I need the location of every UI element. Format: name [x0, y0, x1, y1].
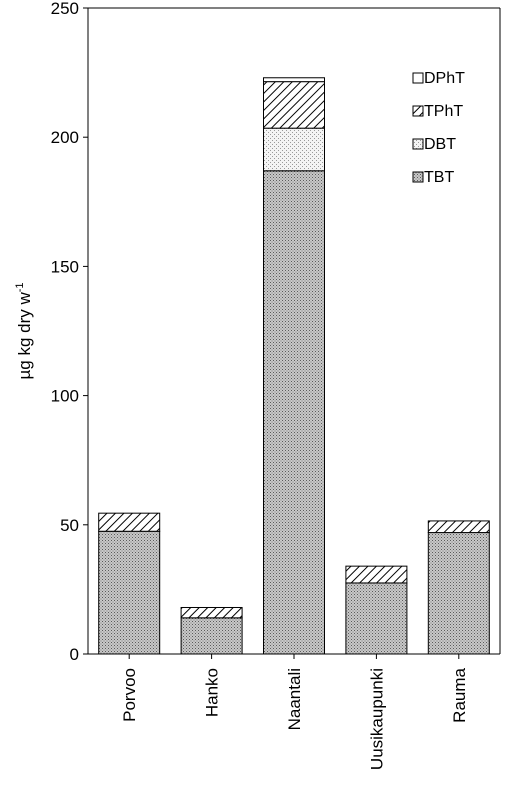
bar-segment-tbt-uusikaupunki	[345, 582, 408, 655]
bar-segment-tpht-rauma	[427, 520, 490, 534]
bar-segment-dbt-naantali	[263, 127, 325, 172]
y-tick-label: 100	[51, 387, 79, 406]
plot-area: 0 50 100 150 200 250 Porvoo Hanko Naantali Uusik…	[51, 0, 501, 770]
y-axis-label: µg kg dry w-1	[14, 282, 34, 379]
category-label-porvoo: Porvoo	[120, 668, 139, 722]
legend-label-tpht: TPhT	[424, 103, 463, 120]
y-tick-label: 0	[70, 645, 79, 664]
legend-swatch-tpht	[412, 105, 424, 117]
y-tick-label: 200	[51, 128, 79, 147]
bar-segment-tbt-porvoo	[98, 530, 161, 655]
bar-segment-tbt-rauma	[427, 532, 490, 655]
bar-segment-tpht-porvoo	[98, 512, 161, 532]
legend-label-dpht: DPhT	[424, 70, 465, 87]
category-label-rauma: Rauma	[450, 667, 469, 722]
y-axis-label-superscript: -1	[14, 282, 26, 292]
legend-label-tbt: TBT	[424, 169, 454, 186]
bar-segment-tpht-uusikaupunki	[345, 565, 408, 584]
bars	[98, 77, 490, 655]
category-label-hanko: Hanko	[203, 668, 222, 717]
bar-segment-dpht-naantali	[263, 77, 325, 83]
y-ticks: 0 50 100 150 200 250	[51, 0, 88, 664]
y-tick-label: 150	[51, 257, 79, 276]
category-label-uusikaupunki: Uusikaupunki	[367, 668, 386, 770]
bar-segment-tbt-hanko	[180, 617, 243, 655]
bar-segment-tbt-naantali	[263, 170, 325, 655]
y-tick-label: 50	[60, 516, 79, 535]
x-labels: Porvoo Hanko Naantali Uusikaupunki Rauma	[120, 654, 469, 770]
legend-label-dbt: DBT	[424, 136, 456, 153]
legend: DPhT TPhT DBT TBT	[412, 70, 465, 186]
legend-swatch-dbt	[412, 138, 424, 150]
legend-swatch-dpht	[412, 72, 424, 84]
legend-swatch-tbt	[412, 171, 424, 183]
bar-segment-tpht-naantali	[263, 81, 325, 129]
bar-segment-tpht-hanko	[180, 606, 243, 619]
category-label-naantali: Naantali	[285, 668, 304, 730]
y-tick-label: 250	[51, 0, 79, 18]
